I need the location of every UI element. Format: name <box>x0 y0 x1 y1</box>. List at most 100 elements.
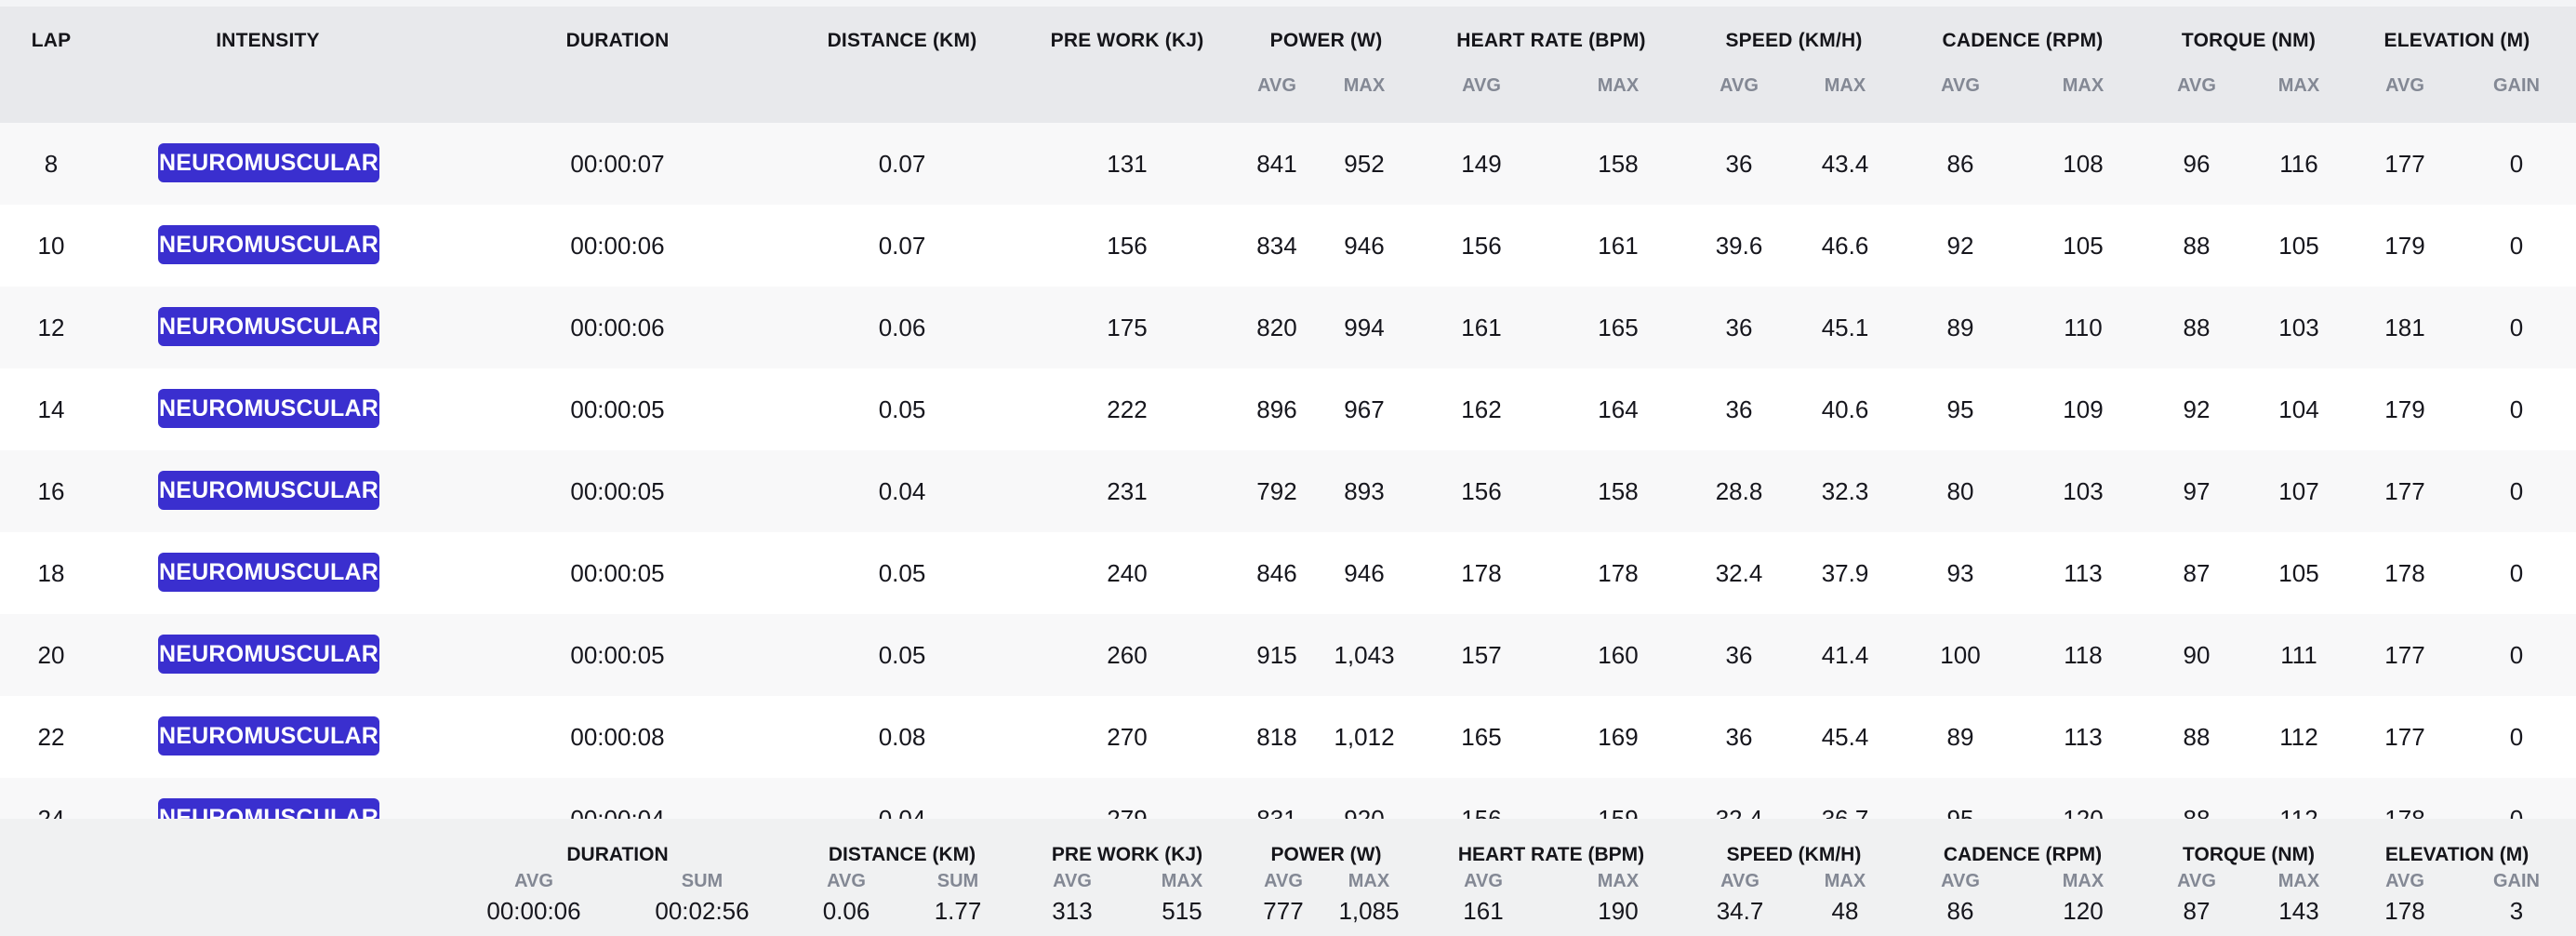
cell-elevation-gain: 0 <box>2509 477 2524 505</box>
cell-power-avg: 896 <box>1256 395 1297 423</box>
col-header-torque[interactable]: TORQUE (NM) <box>2181 30 2317 51</box>
footer-value-power-avg: 777 <box>1263 897 1304 925</box>
table-row[interactable]: NEUROMUSCULAR 18 00:00:05 0.05 240 846 946 178 1… <box>0 532 2576 614</box>
cell-lap: 10 <box>37 232 65 260</box>
cell-elevation-gain: 0 <box>2509 150 2524 178</box>
footer-value-torque-max: 143 <box>2278 897 2319 925</box>
cell-torque-avg: 96 <box>2183 150 2211 178</box>
cell-duration: 00:00:08 <box>570 723 665 751</box>
cell-elevation-gain: 0 <box>2509 314 2524 341</box>
header-top-strip <box>0 0 2576 7</box>
col-header-power[interactable]: POWER (W) <box>1269 30 1383 51</box>
footer-sub-duration-sum: SUM <box>681 871 724 891</box>
cell-cadence-max: 113 <box>2064 559 2103 587</box>
cell-elevation-avg: 177 <box>2384 723 2425 751</box>
cell-cadence-avg: 92 <box>1946 232 1974 260</box>
cell-cadence-avg: 100 <box>1940 641 1981 669</box>
cell-hr-max: 165 <box>1598 314 1639 341</box>
cell-cadence-avg: 95 <box>1946 805 1974 819</box>
cell-speed-avg: 36 <box>1725 641 1753 669</box>
cell-distance: 0.06 <box>878 314 926 341</box>
cell-prework: 260 <box>1107 641 1148 669</box>
footer-value-prework-max: 515 <box>1162 897 1202 925</box>
cell-duration: 00:00:07 <box>570 150 665 178</box>
subheader-torque-max: MAX <box>2277 75 2320 96</box>
cell-torque-avg: 88 <box>2183 232 2211 260</box>
cell-lap: 20 <box>37 641 65 669</box>
col-header-elevation[interactable]: ELEVATION (M) <box>2383 30 2530 51</box>
cell-cadence-max: 105 <box>2063 232 2104 260</box>
cell-torque-avg: 97 <box>2183 477 2211 505</box>
cell-power-max: 1,012 <box>1334 723 1395 751</box>
footer-value-speed-max: 48 <box>1831 897 1859 925</box>
cell-duration: 00:00:06 <box>570 314 665 341</box>
footer-sub-hr-avg: AVG <box>1464 871 1503 891</box>
cell-torque-avg: 90 <box>2183 641 2211 669</box>
footer-value-hr-avg: 161 <box>1463 897 1504 925</box>
cell-torque-avg: 87 <box>2183 559 2211 587</box>
subheader-speed-max: MAX <box>1824 75 1866 96</box>
cell-power-avg: 820 <box>1256 314 1297 341</box>
col-header-heart-rate[interactable]: HEART RATE (BPM) <box>1456 30 1646 51</box>
cell-distance: 0.04 <box>878 477 926 505</box>
table-row[interactable]: NEUROMUSCULAR 14 00:00:05 0.05 222 896 967 162 1… <box>0 368 2576 450</box>
table-row[interactable]: NEUROMUSCULAR 16 00:00:05 0.04 231 792 893 156 1… <box>0 450 2576 532</box>
intensity-badge: NEUROMUSCULAR <box>158 553 379 592</box>
footer-sub-cadence-avg: AVG <box>1941 871 1980 891</box>
cell-torque-avg: 88 <box>2183 805 2211 819</box>
cell-speed-avg: 28.8 <box>1715 477 1763 505</box>
cell-elevation-avg: 177 <box>2384 150 2425 178</box>
cell-speed-max: 45.1 <box>1821 314 1869 341</box>
col-header-cadence[interactable]: CADENCE (RPM) <box>1942 30 2104 51</box>
subheader-cadence-avg: AVG <box>1941 75 1980 96</box>
footer-label-distance: DISTANCE (KM) <box>828 844 976 865</box>
cell-duration: 00:00:04 <box>570 805 665 819</box>
subheader-hr-max: MAX <box>1597 75 1640 96</box>
cell-elevation-gain: 0 <box>2509 805 2524 819</box>
cell-cadence-max: 103 <box>2063 477 2104 505</box>
cell-hr-max: 178 <box>1598 559 1639 587</box>
cell-hr-avg: 165 <box>1461 723 1502 751</box>
footer-value-duration-sum: 00:02:56 <box>655 897 750 925</box>
subheader-hr-avg: AVG <box>1462 75 1501 96</box>
col-header-lap[interactable]: LAP <box>31 30 72 51</box>
cell-cadence-avg: 80 <box>1946 477 1974 505</box>
cell-torque-avg: 88 <box>2183 723 2211 751</box>
cell-cadence-max: 110 <box>2064 314 2103 341</box>
col-header-speed[interactable]: SPEED (KM/H) <box>1725 30 1863 51</box>
table-row[interactable]: NEUROMUSCULAR 20 00:00:05 0.05 260 915 1,043 15… <box>0 614 2576 696</box>
cell-speed-max: 32.3 <box>1821 477 1869 505</box>
cell-power-max: 994 <box>1344 314 1385 341</box>
footer-sub-speed-avg: AVG <box>1720 871 1759 891</box>
footer-label-heart-rate: HEART RATE (BPM) <box>1457 844 1645 865</box>
cell-hr-avg: 156 <box>1461 805 1502 819</box>
col-header-intensity[interactable]: INTENSITY <box>216 30 320 51</box>
footer-sub-distance-sum: SUM <box>936 871 979 891</box>
cell-torque-max: 112 <box>2279 723 2318 751</box>
table-row[interactable]: NEUROMUSCULAR 24 00:00:04 0.04 279 831 920 156 1… <box>0 778 2576 819</box>
cell-hr-max: 158 <box>1598 477 1639 505</box>
footer-value-hr-max: 190 <box>1598 897 1639 925</box>
subheader-power-max: MAX <box>1343 75 1386 96</box>
table-row[interactable]: NEUROMUSCULAR 12 00:00:06 0.06 175 820 994 161 1… <box>0 287 2576 368</box>
cell-power-max: 946 <box>1344 559 1385 587</box>
table-row[interactable]: NEUROMUSCULAR 10 00:00:06 0.07 156 834 946 156 1… <box>0 205 2576 287</box>
col-header-distance[interactable]: DISTANCE (KM) <box>827 30 977 51</box>
col-header-duration[interactable]: DURATION <box>565 30 670 51</box>
footer-sub-distance-avg: AVG <box>827 871 866 891</box>
footer-sub-cadence-max: MAX <box>2062 871 2105 891</box>
cell-elevation-avg: 178 <box>2384 559 2425 587</box>
cell-hr-max: 164 <box>1598 395 1639 423</box>
cell-hr-max: 158 <box>1598 150 1639 178</box>
cell-cadence-max: 108 <box>2063 150 2104 178</box>
col-header-prework[interactable]: PRE WORK (KJ) <box>1050 30 1204 51</box>
footer-value-elevation-gain: 3 <box>2509 897 2524 925</box>
table-row[interactable]: NEUROMUSCULAR 8 00:00:07 0.07 131 841 952 149 15… <box>0 123 2576 205</box>
cell-prework: 270 <box>1107 723 1148 751</box>
table-row[interactable]: NEUROMUSCULAR 22 00:00:08 0.08 270 818 1,012 16… <box>0 696 2576 778</box>
footer-value-distance-sum: 1.77 <box>934 897 982 925</box>
cell-distance: 0.08 <box>878 723 926 751</box>
cell-speed-max: 46.6 <box>1821 232 1869 260</box>
cell-power-avg: 915 <box>1256 641 1297 669</box>
table-body[interactable]: NEUROMUSCULAR 8 00:00:07 0.07 131 841 952 149 15… <box>0 123 2576 819</box>
